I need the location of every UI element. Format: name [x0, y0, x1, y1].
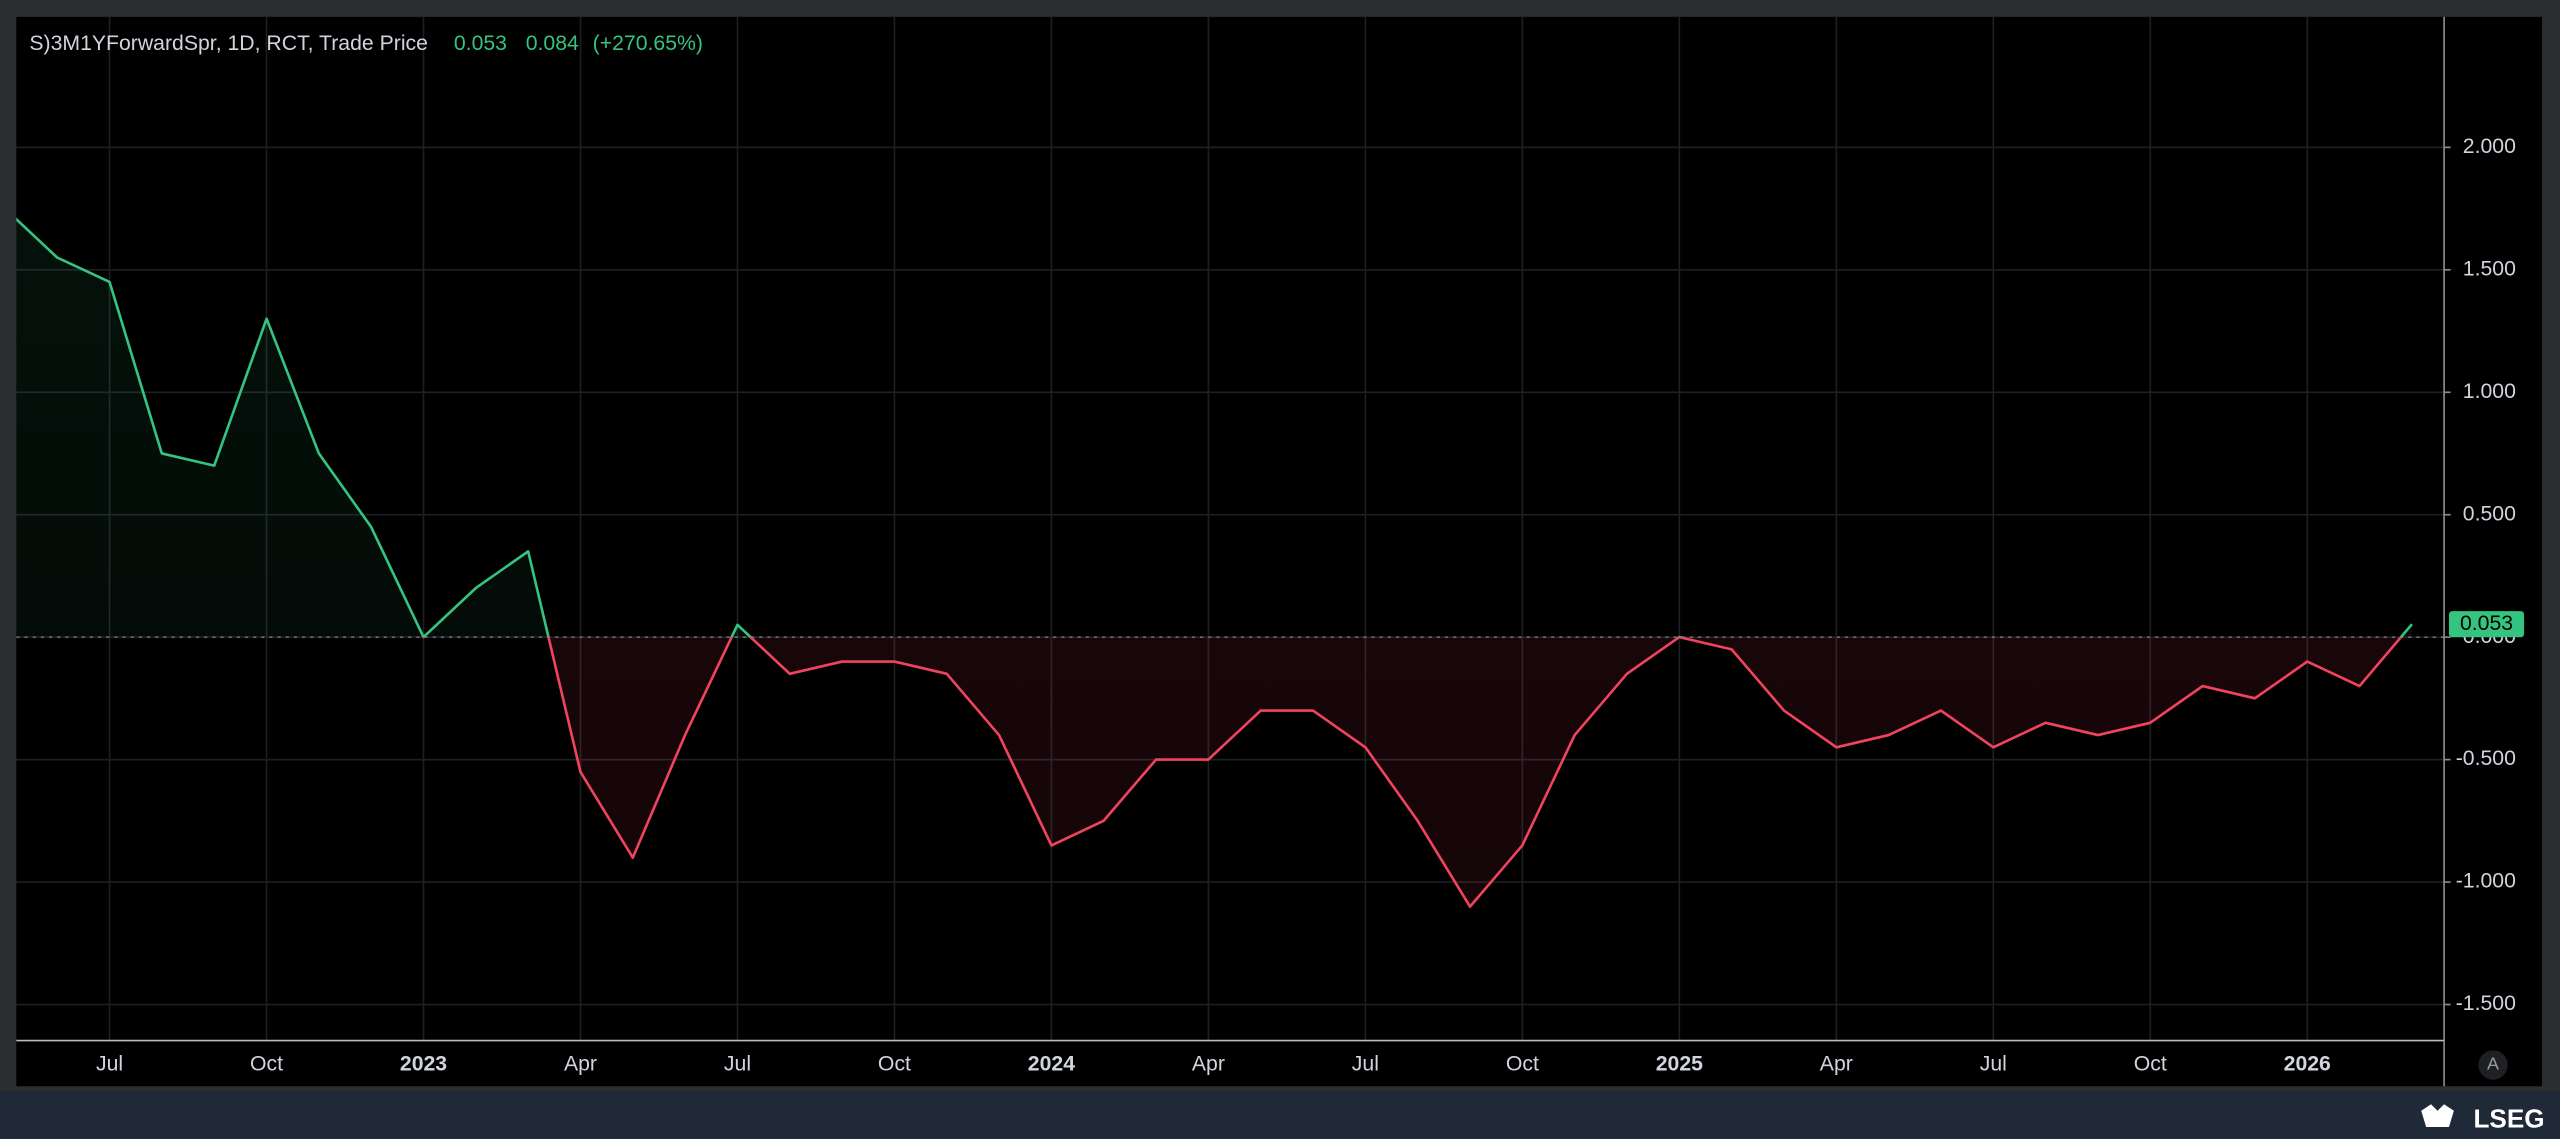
y-tick-label: -1.500 — [2456, 992, 2516, 1015]
x-tick-label: Jul — [1352, 1053, 1379, 1076]
brand: LSEG — [2473, 1103, 2544, 1133]
x-tick-label: 2023 — [400, 1053, 447, 1076]
y-tick-label: 1.500 — [2463, 257, 2516, 280]
x-tick-label: Oct — [878, 1053, 911, 1076]
change-percent: (+270.65%) — [593, 32, 703, 55]
x-tick-label: 2025 — [1656, 1053, 1703, 1076]
x-tick-label: Jul — [1980, 1053, 2007, 1076]
plot-area — [16, 217, 2445, 908]
price-tag-label: 0.053 — [2460, 612, 2513, 635]
x-tick-label: Oct — [250, 1053, 283, 1076]
x-tick-label: Oct — [1506, 1053, 1539, 1076]
x-tick-label: 2024 — [1028, 1053, 1075, 1076]
x-tick-label: Jul — [96, 1053, 123, 1076]
x-tick-label: Apr — [564, 1053, 597, 1076]
x-tick-label: Jul — [724, 1053, 751, 1076]
last-price: 0.053 — [454, 32, 507, 55]
x-tick-label: Apr — [1192, 1053, 1225, 1076]
y-tick-label: -1.000 — [2456, 870, 2516, 893]
price-line — [16, 217, 2413, 908]
x-tick-label: Apr — [1820, 1053, 1853, 1076]
symbol-label: S)3M1YForwardSpr, 1D, RCT, Trade Price — [29, 32, 428, 55]
footer — [0, 1091, 2560, 1139]
y-tick-label: 0.500 — [2463, 502, 2516, 525]
brand-logo — [2421, 1104, 2454, 1128]
scale-button-label[interactable]: A — [2487, 1054, 2499, 1074]
area — [16, 219, 2412, 907]
y-tick-label: -0.500 — [2456, 747, 2516, 770]
y-tick-label: 2.000 — [2463, 135, 2516, 158]
scale-button[interactable] — [2478, 1050, 2508, 1080]
price-tag — [2448, 611, 2525, 638]
x-tick-label: 2026 — [2284, 1053, 2331, 1076]
grid — [16, 16, 2445, 1041]
chart-background — [16, 16, 2543, 1087]
y-tick-label: 1.000 — [2463, 380, 2516, 403]
change: 0.084 — [526, 32, 579, 55]
x-tick-label: Oct — [2134, 1053, 2167, 1076]
axes: -1.500-1.000-0.5000.0000.5001.0001.5002.… — [96, 135, 2525, 1076]
